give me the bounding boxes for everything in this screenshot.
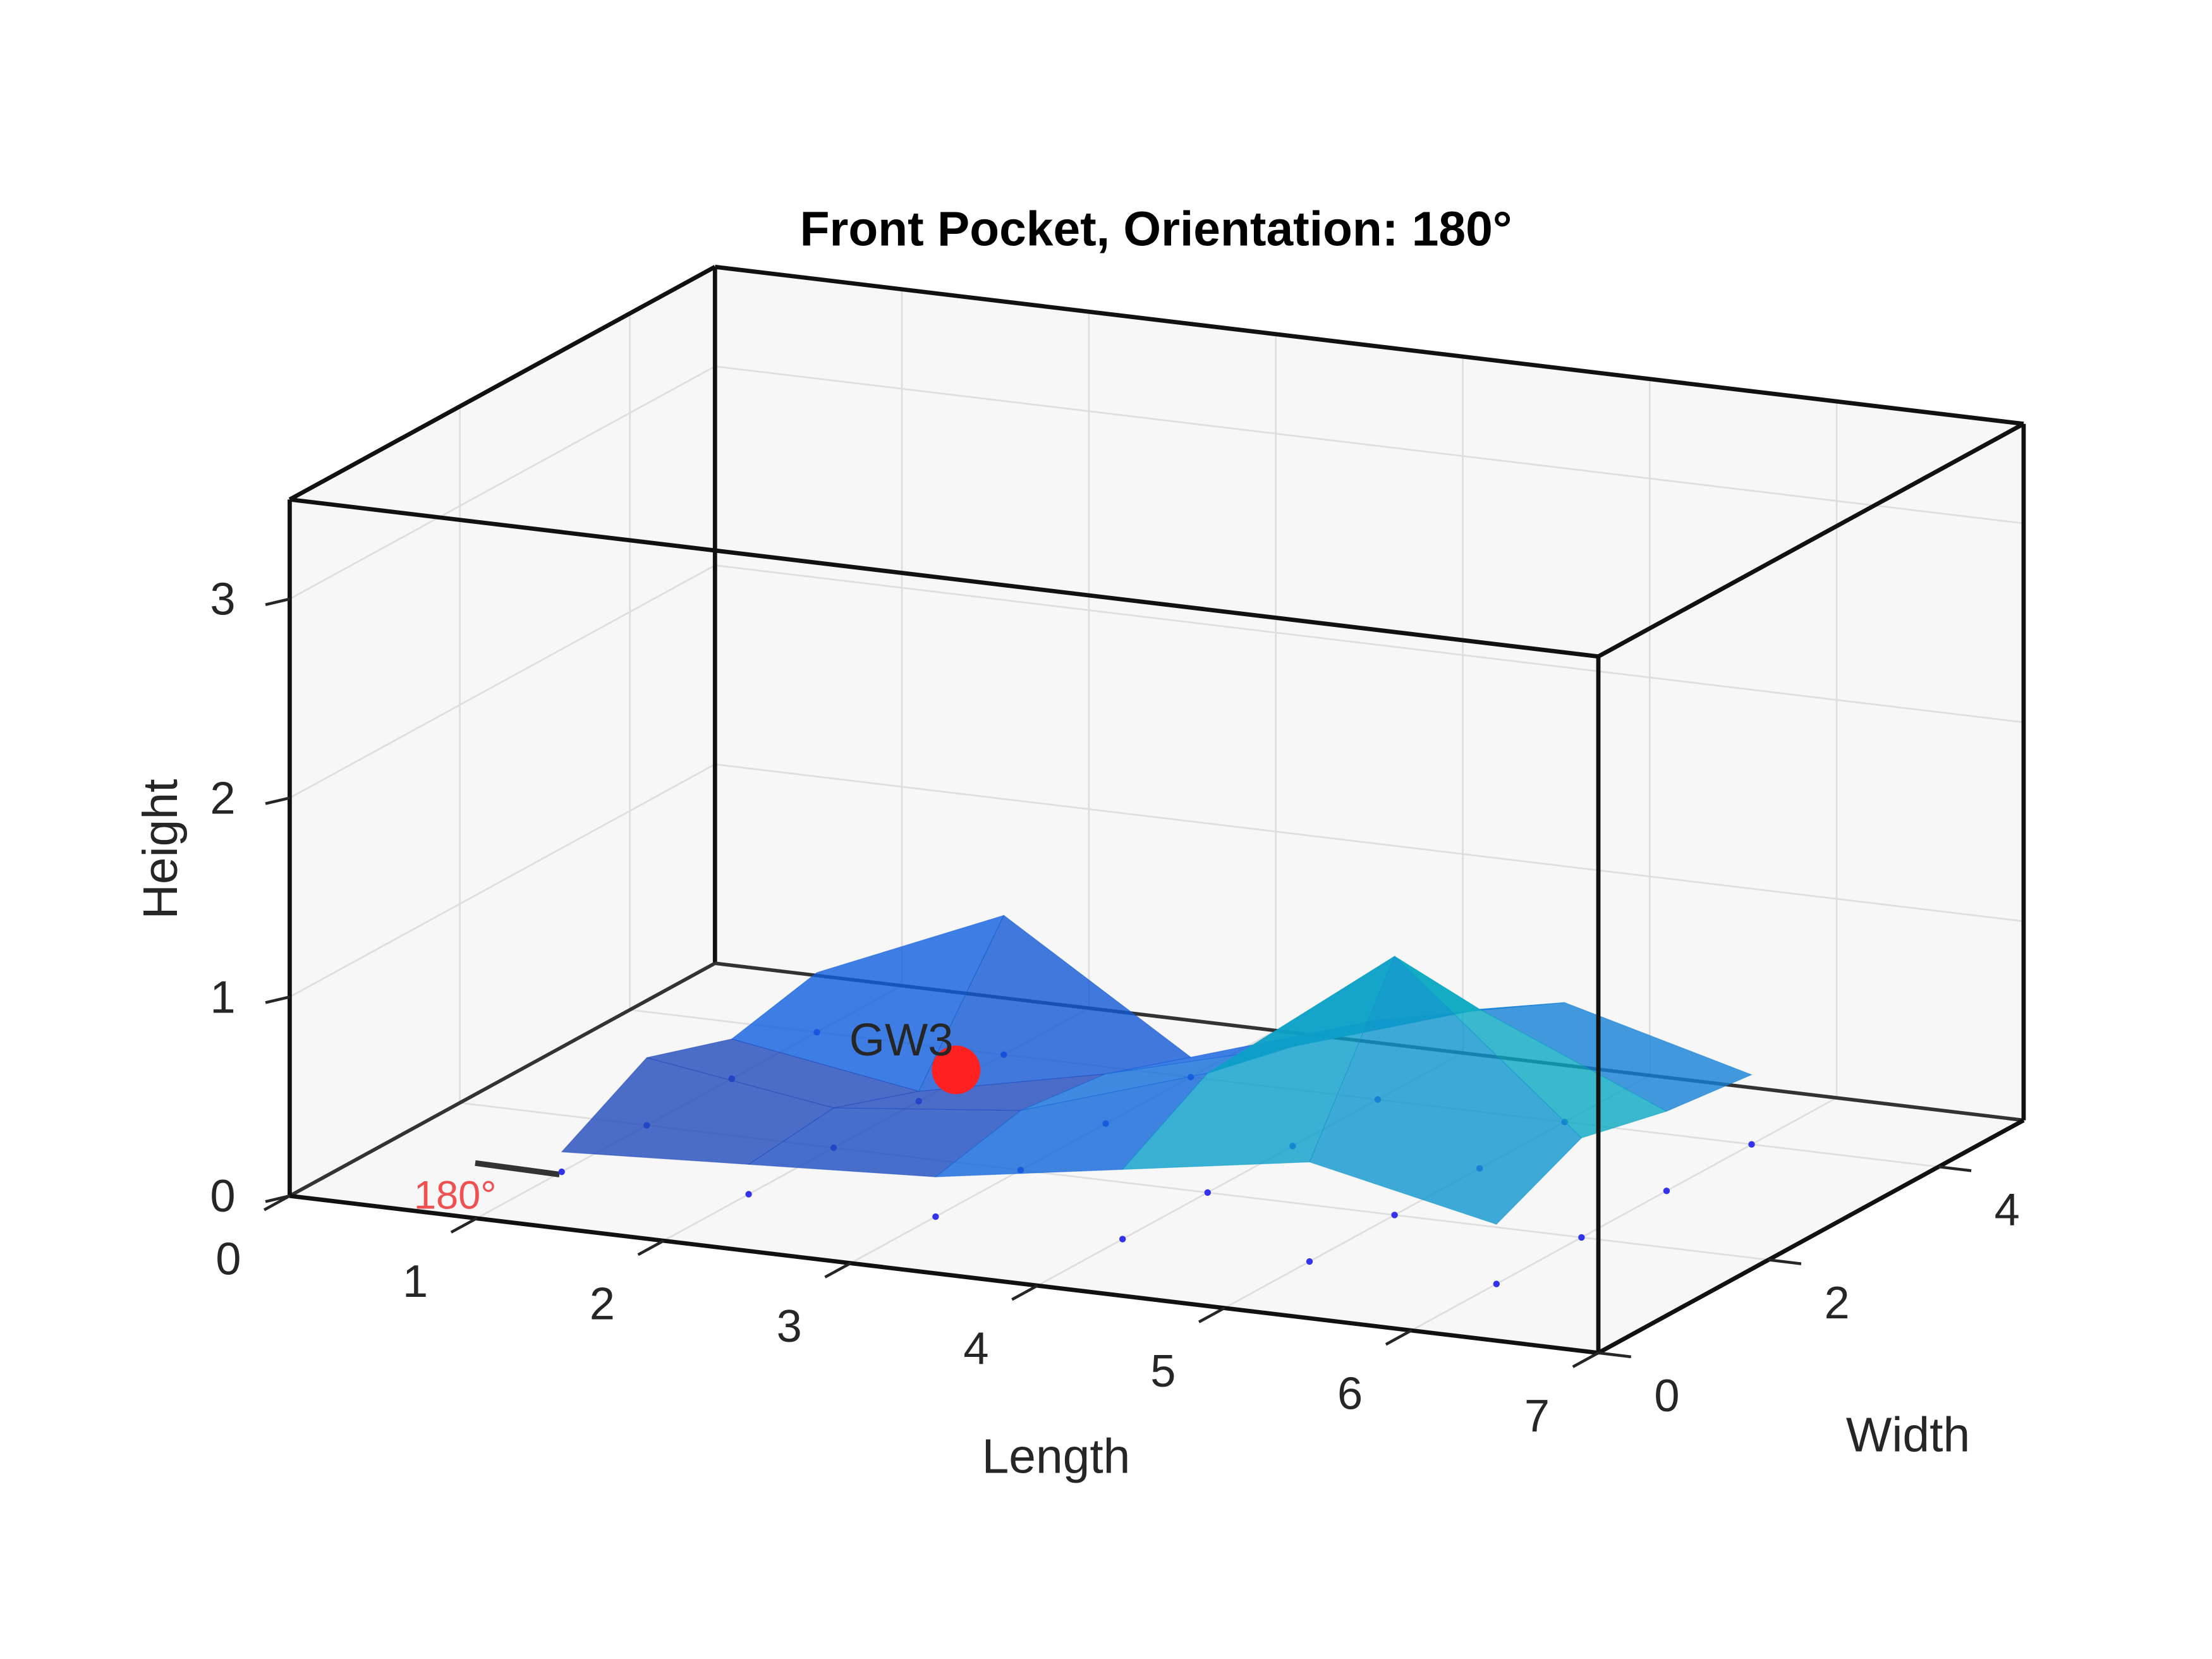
chart-title: Front Pocket, Orientation: 180° bbox=[800, 202, 1512, 256]
point-label: GW3 bbox=[849, 1015, 954, 1066]
grid-point bbox=[1663, 1188, 1670, 1194]
tick-mark bbox=[265, 995, 290, 1004]
z-tick-label: 2 bbox=[210, 773, 235, 823]
grid-line bbox=[289, 365, 715, 600]
y-axis-label: Width bbox=[1846, 1408, 1970, 1462]
z-axis-label: Height bbox=[134, 779, 188, 920]
box-edge bbox=[1597, 1118, 2025, 1355]
back-pane bbox=[715, 267, 2024, 1121]
x-tick-label: 1 bbox=[403, 1256, 428, 1307]
z-tick-label: 3 bbox=[210, 574, 235, 625]
grid-point bbox=[558, 1168, 565, 1176]
z-tick-label: 0 bbox=[210, 1171, 235, 1222]
z-tick-label: 1 bbox=[210, 972, 235, 1023]
grid-point bbox=[1119, 1236, 1126, 1243]
y-tick-label: 4 bbox=[1995, 1185, 2020, 1236]
tick-mark bbox=[637, 1239, 665, 1256]
x-tick-label: 4 bbox=[963, 1323, 988, 1374]
tick-mark bbox=[1768, 1258, 1802, 1265]
tick-mark bbox=[1938, 1165, 1972, 1172]
x-tick-label: 2 bbox=[590, 1279, 615, 1329]
box-edge bbox=[289, 1193, 1599, 1356]
tick-mark bbox=[1598, 1351, 1632, 1359]
tick-mark bbox=[450, 1217, 478, 1234]
grid-line bbox=[1411, 1097, 1837, 1332]
tick-mark bbox=[1385, 1329, 1413, 1346]
tick-mark bbox=[1572, 1351, 1600, 1368]
tick-mark bbox=[265, 1194, 290, 1203]
tick-mark bbox=[265, 796, 290, 805]
grid-point bbox=[1306, 1258, 1313, 1265]
grid-line bbox=[715, 564, 2024, 724]
left-pane bbox=[289, 267, 715, 1196]
grid-point bbox=[1204, 1189, 1211, 1196]
x-tick-label: 5 bbox=[1150, 1346, 1176, 1397]
tick-mark bbox=[1198, 1306, 1225, 1323]
box-edge bbox=[289, 497, 1599, 659]
orientation-indicator bbox=[475, 1160, 560, 1177]
grid-point bbox=[932, 1213, 939, 1220]
grid-point bbox=[1748, 1141, 1755, 1148]
tick-mark bbox=[1011, 1284, 1038, 1301]
grid-point bbox=[1493, 1280, 1500, 1287]
grid-point bbox=[745, 1191, 752, 1198]
grid-point bbox=[1391, 1212, 1398, 1218]
tick-mark bbox=[265, 597, 290, 606]
x-tick-label: 6 bbox=[1337, 1368, 1363, 1419]
box-edge bbox=[714, 264, 2024, 427]
box-edge bbox=[1597, 422, 2025, 659]
y-tick-label: 2 bbox=[1824, 1278, 1849, 1328]
x-tick-label: 7 bbox=[1524, 1391, 1550, 1442]
surface-patch bbox=[1309, 956, 1583, 1225]
grid-line bbox=[715, 365, 2024, 525]
marker-point bbox=[932, 1045, 981, 1095]
grid-point bbox=[1578, 1234, 1585, 1241]
box-edge bbox=[288, 265, 716, 502]
x-axis-label: Length bbox=[982, 1430, 1131, 1483]
annotation: 180° bbox=[414, 1174, 497, 1218]
box-edge bbox=[289, 961, 716, 1198]
x-tick-label: 3 bbox=[777, 1301, 802, 1352]
x-tick-label: 0 bbox=[216, 1234, 241, 1284]
tick-mark bbox=[824, 1261, 851, 1279]
grid-line bbox=[715, 763, 2024, 923]
grid-line bbox=[289, 564, 715, 799]
y-tick-label: 0 bbox=[1654, 1371, 1679, 1421]
grid-line bbox=[289, 763, 715, 998]
